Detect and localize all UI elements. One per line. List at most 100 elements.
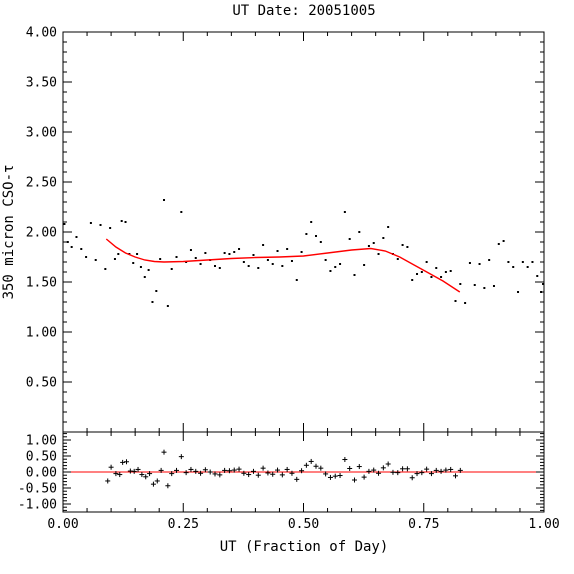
data-point: [252, 254, 255, 256]
data-point: [435, 267, 438, 269]
data-point: [189, 249, 192, 251]
data-point: [175, 256, 178, 258]
residual-point: [400, 466, 406, 472]
residual-point: [419, 470, 425, 476]
data-point: [348, 238, 351, 240]
residual-data-points: [105, 449, 463, 489]
data-point: [478, 263, 481, 265]
data-point: [75, 236, 78, 238]
main-panel-frame: [62, 31, 545, 433]
residual-point: [448, 466, 454, 472]
data-point: [411, 279, 414, 281]
data-point: [444, 271, 447, 273]
residual-y-tick-label: 0.00: [26, 466, 57, 481]
residual-point: [139, 472, 145, 478]
data-point: [63, 223, 66, 225]
data-point: [464, 302, 467, 304]
residual-point: [356, 464, 362, 470]
residual-point: [117, 472, 123, 478]
data-point: [286, 248, 289, 250]
main-y-ticks: 4.00 3.50 3.00 2.50 2.00 1.50 1.00 0.50: [26, 26, 544, 433]
main-y-tick-label: 3.00: [26, 126, 57, 141]
residual-point: [222, 467, 228, 473]
data-point: [99, 224, 102, 226]
main-y-tick-label: 2.50: [26, 176, 57, 191]
residual-point: [414, 471, 420, 477]
residual-point: [226, 468, 232, 474]
residual-point: [342, 457, 348, 463]
main-data-points: [63, 199, 545, 307]
residual-point: [318, 465, 324, 471]
residual-point: [165, 483, 171, 489]
residual-point: [275, 467, 281, 473]
residual-point: [380, 465, 386, 471]
main-y-tick-label: 3.50: [26, 76, 57, 91]
data-point: [94, 259, 97, 261]
residual-point: [158, 467, 164, 473]
data-point: [213, 265, 216, 267]
residual-point: [217, 472, 223, 478]
data-point: [310, 221, 313, 223]
residual-point: [428, 471, 434, 477]
residual-y-tick-label: -0.50: [18, 482, 57, 497]
data-point: [295, 279, 298, 281]
data-point: [194, 257, 197, 259]
data-point: [257, 267, 260, 269]
data-point: [233, 251, 236, 253]
residual-point: [236, 466, 242, 472]
data-point: [180, 211, 183, 213]
data-point: [502, 240, 505, 242]
data-point: [387, 226, 390, 228]
data-point: [66, 241, 69, 243]
residual-point: [212, 471, 218, 477]
residual-point: [131, 468, 137, 474]
data-point: [536, 275, 539, 277]
data-point: [339, 263, 342, 265]
data-point: [497, 243, 500, 245]
data-point: [396, 258, 399, 260]
data-point: [223, 252, 226, 254]
data-point: [315, 235, 318, 237]
residual-point: [337, 473, 343, 479]
data-point: [70, 246, 73, 248]
residual-point: [123, 459, 129, 465]
residual-point: [294, 476, 300, 482]
data-point: [440, 276, 443, 278]
residual-point: [284, 466, 290, 472]
data-point: [155, 290, 158, 292]
data-point: [473, 284, 476, 286]
data-point: [363, 264, 366, 266]
residual-point: [265, 470, 271, 476]
residual-point: [438, 468, 444, 474]
main-y-tick-label: 1.00: [26, 326, 57, 341]
x-tick-label: 1.00: [528, 517, 559, 532]
data-point: [117, 253, 120, 255]
data-point: [238, 248, 241, 250]
residual-point: [169, 471, 175, 477]
residual-point: [193, 468, 199, 474]
data-point: [459, 283, 462, 285]
residual-point: [147, 471, 153, 477]
data-point: [143, 276, 146, 278]
residual-point: [108, 464, 114, 470]
data-point: [377, 253, 380, 255]
residual-point: [457, 467, 463, 473]
main-panel: 4.00 3.50 3.00 2.50 2.00 1.50 1.00 0.50: [26, 26, 545, 433]
chart-title: UT Date: 20051005: [232, 3, 375, 19]
residual-point: [270, 471, 276, 477]
data-point: [290, 260, 293, 262]
data-point: [170, 268, 173, 270]
residual-point: [351, 477, 357, 483]
residual-point: [323, 471, 329, 477]
residual-point: [255, 472, 261, 478]
residual-point: [366, 468, 372, 474]
data-point: [151, 301, 154, 303]
data-point: [416, 273, 419, 275]
residual-point: [409, 475, 415, 481]
data-point: [80, 248, 83, 250]
residual-y-tick-label: -1.00: [18, 498, 57, 513]
data-point: [449, 270, 452, 272]
data-point: [266, 259, 269, 261]
residual-point: [347, 465, 353, 471]
data-point: [281, 265, 284, 267]
